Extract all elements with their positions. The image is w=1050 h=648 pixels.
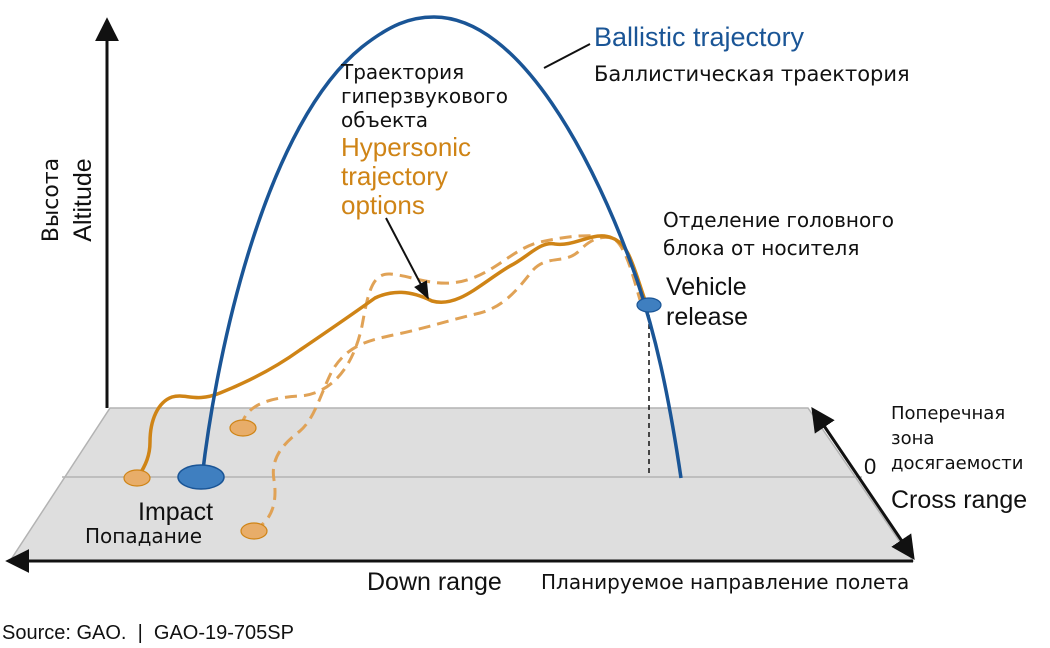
hypersonic-leader-line [385,217,429,300]
impact-label-ru: Попадание [85,524,202,548]
source-note: Source: GAO. | GAO-19-705SP [2,622,294,644]
impact-label-en: Impact [138,498,213,526]
ballistic-label-ru: Баллистическая траектория [594,62,910,86]
cross-range-arrow [811,407,915,560]
cross-range-label-ru-2: зона [891,428,934,449]
altitude-label-ru: Высота [39,158,64,242]
hypersonic-label-ru-3: объекта [341,108,428,132]
hypersonic-label-ru-2: гиперзвукового [341,84,508,108]
hypersonic-impact-marker-3 [240,522,268,540]
impact-marker [177,464,225,490]
cross-range-label-ru-1: Поперечная [891,403,1005,424]
release-label-ru-2: блока от носителя [663,236,859,260]
hypersonic-impact-marker-1 [123,469,151,487]
cross-range-label-ru-3: досягаемости [891,453,1023,474]
hypersonic-trajectory-solid [136,234,649,478]
ballistic-leader-line [543,43,591,69]
down-range-label-en: Down range [367,568,502,596]
release-label-ru-1: Отделение головного [663,208,894,232]
cross-range-zero: 0 [864,454,876,479]
release-label-en-2: release [666,303,748,331]
hypersonic-impact-marker-2 [229,419,257,437]
altitude-label-en: Altitude [69,158,97,241]
ballistic-trajectory [200,15,683,479]
hypersonic-label-en-2: trajectory [341,161,448,191]
hypersonic-label-en-1: Hypersonic [341,132,471,162]
hypersonic-trajectory-dashed-lower [253,235,613,532]
down-range-label-ru: Планируемое направление полета [541,570,909,594]
vehicle-release-marker [636,297,662,313]
cross-range-label-en: Cross range [891,486,1027,514]
ballistic-label-en: Ballistic trajectory [594,22,805,52]
hypersonic-label-en-3: options [341,190,425,220]
hypersonic-trajectory-dashed-upper [239,234,642,428]
hypersonic-label-ru-1: Траектория [340,60,464,84]
release-label-en-1: Vehicle [666,273,747,301]
